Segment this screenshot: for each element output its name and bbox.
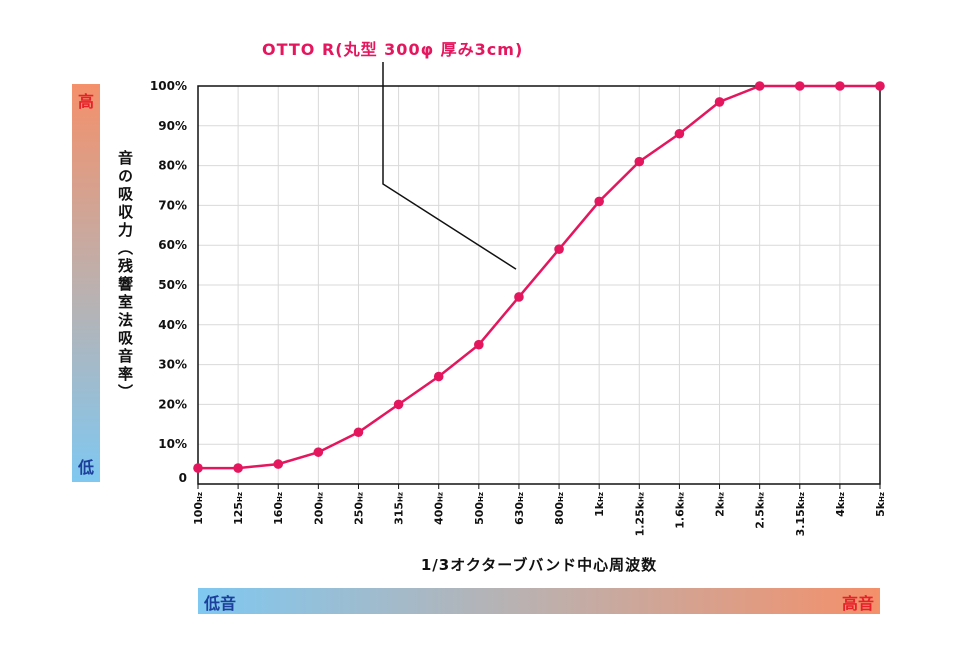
- plot-frame: [197, 85, 881, 485]
- series-line: [198, 84, 880, 470]
- x-tick-label: 1.6kHz: [673, 492, 686, 529]
- x-tick-label: 500Hz: [473, 492, 486, 525]
- series-point: [273, 459, 284, 469]
- y-tick-label: 20%: [158, 397, 187, 411]
- x-tick-label: 800Hz: [553, 492, 566, 525]
- frequency-scale-bar: 低音 高音: [198, 588, 880, 614]
- x-tick-label: 5kHz: [874, 492, 887, 517]
- absorption-scale-bar: 高 低: [72, 84, 100, 482]
- scale-high-label: 高: [77, 92, 94, 111]
- x-axis-ticks: 100Hz 125Hz 160Hz 200Hz 250Hz 315Hz 400Hz 500Hz…: [192, 484, 887, 536]
- series-point: [634, 156, 645, 167]
- y-tick-label: 70%: [158, 198, 187, 212]
- series-point: [353, 427, 364, 438]
- series-point: [794, 81, 805, 91]
- y-axis-title: 音の吸収力（残響室法吸音率）: [116, 150, 134, 402]
- scale-high-frequency-label: 高音: [841, 594, 874, 613]
- series-point: [193, 463, 203, 473]
- x-tick-label: 630Hz: [513, 492, 526, 525]
- scale-low-frequency-label: 低音: [204, 594, 237, 613]
- y-tick-label: 60%: [158, 238, 187, 252]
- series-point: [554, 244, 564, 254]
- x-tick-label: 160Hz: [272, 492, 285, 525]
- series-point: [313, 447, 324, 457]
- chart-grid: [198, 86, 880, 484]
- x-tick-label: 250Hz: [352, 492, 365, 525]
- x-tick-label: 400Hz: [433, 492, 446, 525]
- series-point: [835, 81, 845, 91]
- y-tick-label: 0: [179, 471, 187, 485]
- x-tick-label: 1kHz: [593, 492, 606, 517]
- y-tick-label: 30%: [158, 358, 187, 372]
- x-tick-label: 4kHz: [834, 492, 847, 517]
- y-axis-ticks: 0 10% 20% 30% 40% 50% 60% 70% 80% 90% 100%: [150, 79, 187, 485]
- x-tick-label: 2.5kHz: [754, 492, 767, 529]
- series-points: [193, 81, 885, 473]
- series-point: [674, 128, 685, 139]
- x-tick-label: 125Hz: [232, 492, 245, 525]
- y-tick-label: 90%: [158, 119, 187, 133]
- y-tick-label: 80%: [158, 159, 187, 173]
- x-tick-label: 1.25kHz: [633, 492, 646, 536]
- series-point: [393, 399, 404, 410]
- x-tick-label: 3.15kHz: [794, 492, 807, 536]
- series-label-leader-line: [382, 62, 517, 270]
- series-point: [474, 339, 484, 350]
- series-point: [754, 81, 765, 91]
- series-point: [714, 97, 725, 107]
- series-point: [433, 371, 444, 382]
- scale-low-label: 低: [77, 458, 94, 477]
- x-tick-label: 100Hz: [192, 492, 205, 525]
- series-label: OTTO R(丸型 300φ 厚み3cm): [262, 40, 524, 59]
- series-point: [594, 196, 604, 207]
- y-tick-label: 40%: [158, 318, 187, 332]
- series-point: [514, 292, 524, 302]
- x-tick-label: 2kHz: [714, 492, 727, 517]
- x-axis-title: 1/3オクターブバンド中心周波数: [420, 556, 658, 574]
- y-tick-label: 50%: [158, 278, 187, 292]
- y-tick-label: 100%: [150, 79, 187, 93]
- series-point: [875, 81, 885, 91]
- y-tick-label: 10%: [158, 437, 187, 451]
- x-tick-label: 315Hz: [393, 492, 406, 525]
- x-tick-label: 200Hz: [312, 492, 325, 525]
- series-point: [233, 463, 243, 473]
